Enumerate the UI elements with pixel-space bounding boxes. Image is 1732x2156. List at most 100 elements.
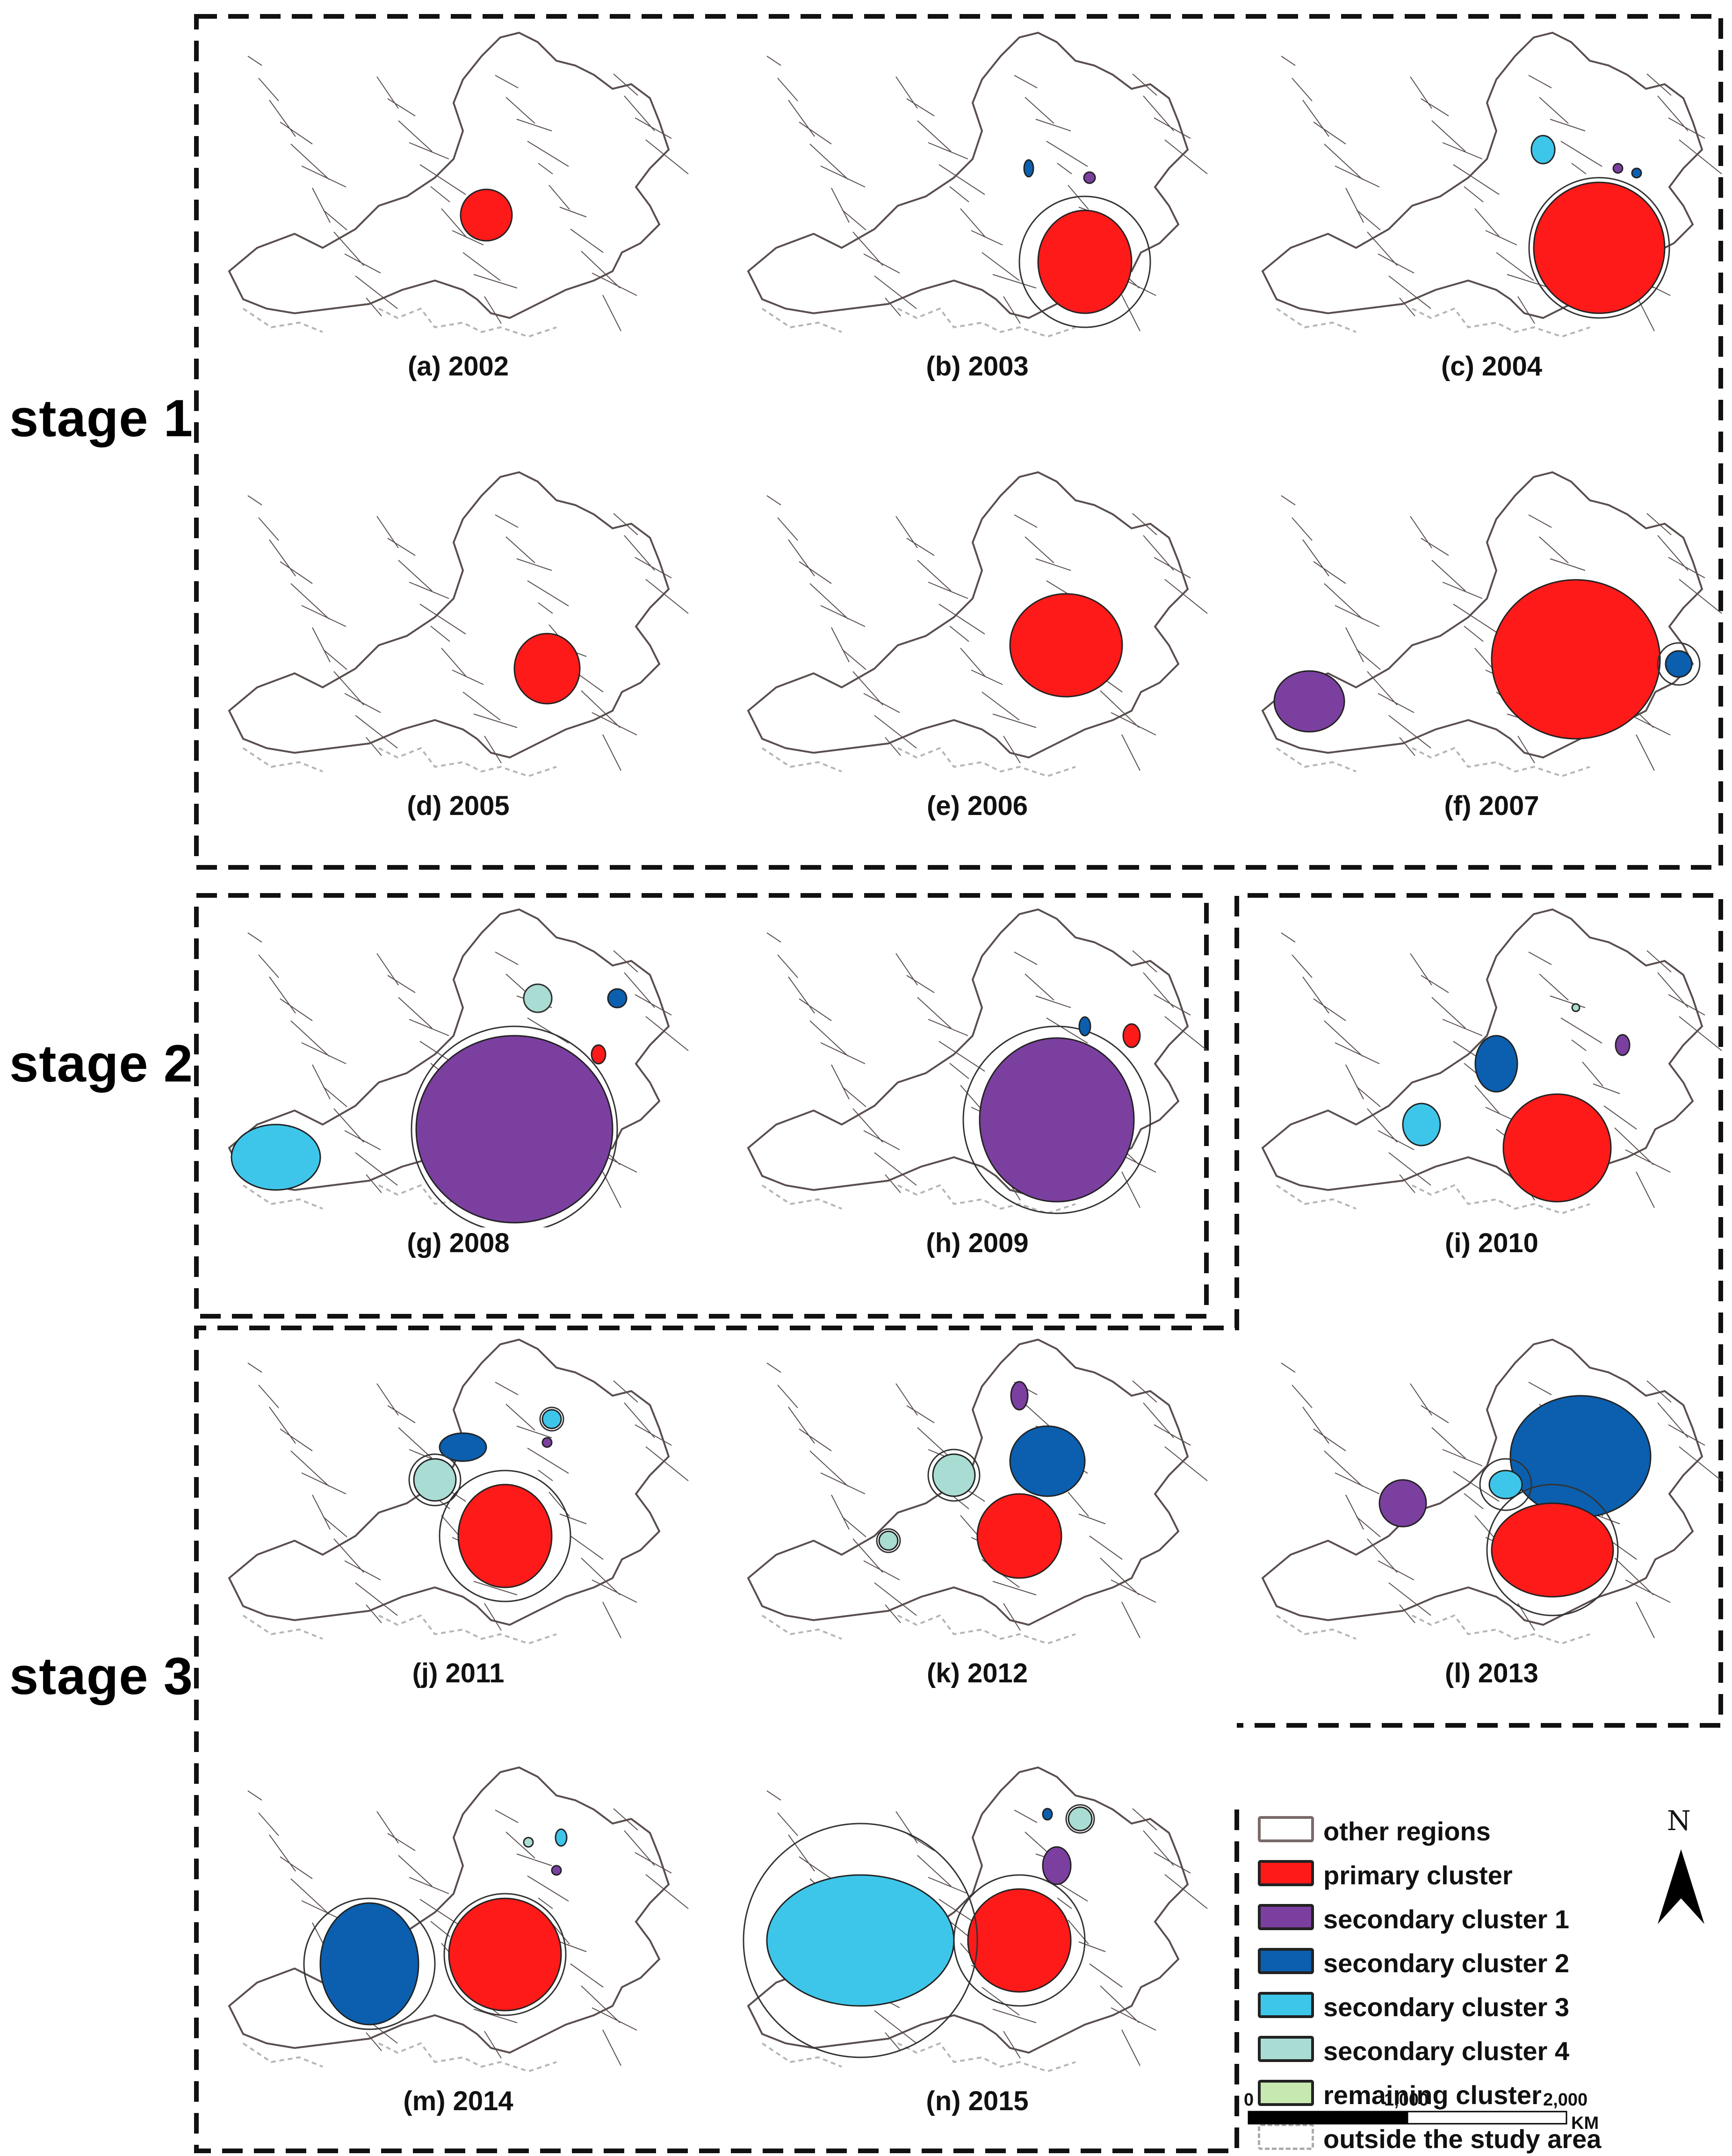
legend-label: secondary cluster 3 xyxy=(1323,1992,1570,2022)
cluster-secondary1 xyxy=(551,1865,562,1876)
scale-tick-1000: 1,000 xyxy=(1384,2090,1429,2110)
map-panel: (i) 2010 xyxy=(1234,905,1732,1269)
outside-study-area-outline xyxy=(242,747,557,778)
cluster-primary xyxy=(1122,1023,1141,1048)
cluster-window-circle xyxy=(1018,195,1151,328)
map-panel: (g) 2008 xyxy=(201,905,715,1269)
outside-study-area-outline xyxy=(761,1614,1076,1645)
map-panel: (f) 2007 xyxy=(1234,468,1732,832)
cluster-secondary2 xyxy=(439,1432,487,1462)
cluster-primary xyxy=(448,1897,562,2012)
cluster-secondary2 xyxy=(1509,1395,1652,1518)
scale-bar-graphic xyxy=(1248,2111,1567,2125)
panel-caption: (c) 2004 xyxy=(1441,351,1543,382)
legend-label: other regions xyxy=(1323,1817,1491,1846)
map-panel: (h) 2009 xyxy=(720,905,1234,1269)
outside-study-area-outline xyxy=(761,1184,1076,1215)
map-panel: (e) 2006 xyxy=(720,468,1234,832)
map-panel: (k) 2012 xyxy=(720,1335,1234,1700)
cluster-secondary2 xyxy=(607,988,628,1009)
panel-caption: (i) 2010 xyxy=(1445,1228,1538,1258)
cluster-window-circle xyxy=(523,983,553,1013)
cluster-primary xyxy=(1491,579,1661,740)
cluster-secondary2 xyxy=(1474,1035,1518,1093)
stage-1-label: stage 1 xyxy=(9,389,193,447)
cluster-secondary4 xyxy=(878,1530,899,1551)
cluster-secondary4 xyxy=(413,1458,457,1502)
region-map xyxy=(228,1766,689,2073)
outside-study-area-outline xyxy=(1276,307,1590,338)
cluster-secondary2 xyxy=(1009,1425,1086,1497)
cluster-secondary4 xyxy=(523,1837,534,1848)
study-area-outline xyxy=(228,1766,670,2054)
outside-study-area-outline xyxy=(1276,1184,1590,1215)
panel-caption: (g) 2008 xyxy=(407,1228,510,1258)
region-map xyxy=(747,1338,1208,1645)
cluster-window-circle xyxy=(439,1470,571,1602)
legend-swatch xyxy=(1258,2124,1314,2150)
outside-study-area-outline xyxy=(761,747,1076,778)
cluster-window-circle xyxy=(1486,1484,1619,1616)
cluster-window-circle xyxy=(411,1025,618,1227)
panel-caption: (d) 2005 xyxy=(407,791,510,821)
region-map xyxy=(1261,31,1722,338)
cluster-secondary2 xyxy=(1023,159,1034,178)
cluster-secondary2 xyxy=(1631,167,1642,179)
region-map xyxy=(228,1338,689,1645)
cluster-window-circle xyxy=(743,1823,978,2058)
cluster-secondary1 xyxy=(1010,1381,1029,1411)
outside-study-area-outline xyxy=(1276,747,1590,778)
legend-swatch xyxy=(1258,1992,1314,2018)
map-panel: (m) 2014 xyxy=(201,1763,715,2127)
region-map xyxy=(228,908,689,1227)
outside-study-area-outline xyxy=(761,307,1076,338)
cluster-primary xyxy=(513,633,581,705)
cluster-primary xyxy=(976,1493,1062,1579)
region-map xyxy=(747,471,1208,778)
map-panel: (d) 2005 xyxy=(201,468,715,832)
panel-caption: (m) 2014 xyxy=(403,2086,513,2116)
legend-label: remaining cluster xyxy=(1323,2080,1542,2110)
map-panel: (c) 2004 xyxy=(1234,28,1732,393)
cluster-secondary2 xyxy=(1665,650,1693,678)
panel-caption: (e) 2006 xyxy=(926,791,1028,821)
north-label: N xyxy=(1667,1805,1691,1837)
panel-caption: (j) 2011 xyxy=(412,1658,505,1688)
stage-2-label: stage 2 xyxy=(9,1034,193,1093)
region-map xyxy=(1261,1338,1722,1645)
cluster-secondary2 xyxy=(1042,1808,1053,1821)
region-map xyxy=(1261,471,1722,778)
scale-tick-0: 0 xyxy=(1244,2090,1254,2110)
stage1-frame xyxy=(194,14,1723,870)
map-panel: (a) 2002 xyxy=(201,28,715,393)
panel-caption: (f) 2007 xyxy=(1444,791,1539,821)
scale-unit: KM xyxy=(1571,2113,1599,2133)
region-map xyxy=(228,471,689,778)
cluster-secondary1 xyxy=(1042,1846,1072,1885)
cluster-primary xyxy=(591,1044,606,1065)
panel-caption: (l) 2013 xyxy=(1445,1658,1538,1688)
map-panel: (b) 2003 xyxy=(720,28,1234,393)
cluster-window-circle xyxy=(539,1406,564,1432)
cluster-secondary3 xyxy=(766,1874,955,2007)
cluster-window-circle xyxy=(1657,642,1701,686)
cluster-primary xyxy=(1037,209,1133,314)
map-panel: (l) 2013 xyxy=(1234,1335,1732,1700)
cluster-primary xyxy=(1491,1502,1614,1598)
outside-study-area-outline xyxy=(242,1184,557,1215)
legend-swatch xyxy=(1258,1904,1314,1930)
study-area-outline xyxy=(228,471,670,759)
outside-study-area-outline xyxy=(761,2042,1076,2073)
cluster-primary xyxy=(1533,181,1666,314)
panel-caption: (a) 2002 xyxy=(407,351,509,382)
cluster-window-circle xyxy=(443,1893,567,2016)
cluster-window-circle xyxy=(1479,1458,1532,1511)
panel-caption: (n) 2015 xyxy=(926,2086,1029,2116)
legend-swatch xyxy=(1258,1948,1314,1974)
legend-label: secondary cluster 1 xyxy=(1323,1904,1570,1934)
cluster-secondary1 xyxy=(1615,1034,1631,1056)
outside-study-area-outline xyxy=(242,307,557,338)
cluster-window-circle xyxy=(927,1449,981,1502)
study-area-outline xyxy=(228,31,670,319)
